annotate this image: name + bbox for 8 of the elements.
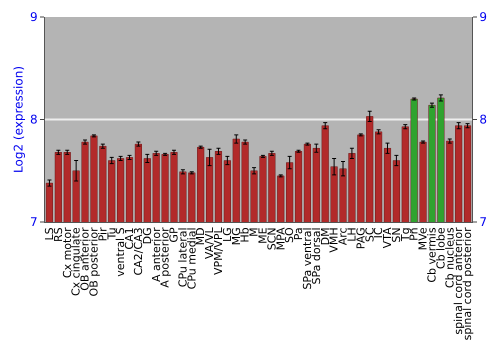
x-tick-label: A posterior <box>158 226 172 288</box>
y-tick-label: 7 <box>30 215 38 230</box>
y2-tick-label: 7 <box>479 215 488 230</box>
y-tick-label: 9 <box>30 10 38 24</box>
y-tick-label: 8 <box>30 112 38 127</box>
y-axis-title: Log2 (expression) <box>11 66 26 173</box>
y2-tick-label: 9 <box>479 10 488 24</box>
y2-tick-label: 8 <box>479 112 488 127</box>
